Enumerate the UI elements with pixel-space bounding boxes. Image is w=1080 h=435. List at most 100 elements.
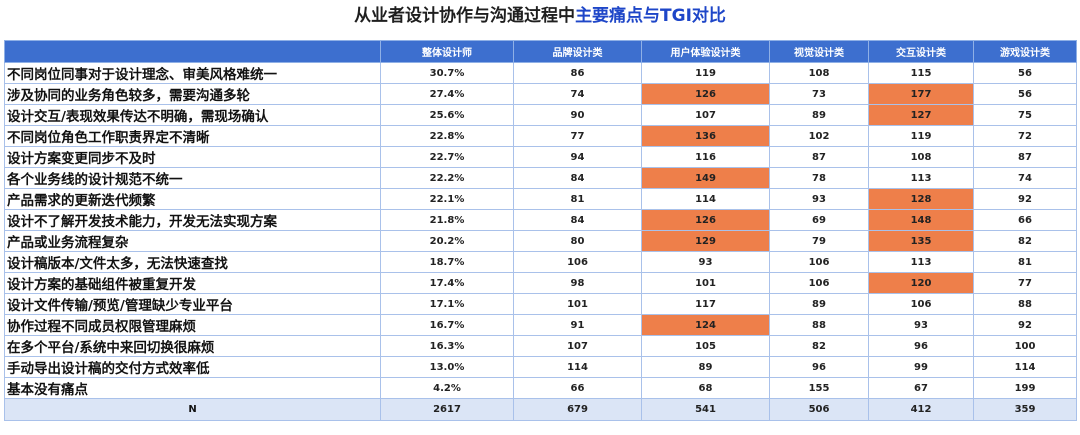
table-cell: 93 — [769, 188, 869, 210]
chart-title: 从业者设计协作与沟通过程中主要痛点与TGI对比 — [0, 0, 1080, 40]
table-cell: 120 — [868, 272, 974, 294]
table-cell: 4.2% — [380, 377, 514, 399]
total-cell: 679 — [513, 398, 642, 421]
table-cell: 82 — [973, 230, 1077, 252]
table-row: 设计方案变更同步不及时 22.7% 94 116 87 108 87 — [4, 146, 1077, 168]
row-label: 产品需求的更新迭代频繁 — [4, 188, 381, 210]
row-label: 基本没有痛点 — [4, 377, 381, 399]
total-cell: 412 — [868, 398, 974, 421]
table-cell: 81 — [513, 188, 642, 210]
table-cell: 96 — [769, 356, 869, 378]
title-highlight: 主要痛点与TGI对比 — [575, 6, 726, 26]
header-cell-interaction: 交互设计类 — [868, 40, 974, 63]
table-cell: 89 — [769, 293, 869, 315]
total-row: N 2617 679 541 506 412 359 — [4, 398, 1077, 421]
table-row: 各个业务线的设计规范不统一 22.2% 84 149 78 113 74 — [4, 167, 1077, 189]
table-cell: 113 — [868, 251, 974, 273]
table-cell: 84 — [513, 209, 642, 231]
table-cell: 18.7% — [380, 251, 514, 273]
row-label: 在多个平台/系统中来回切换很麻烦 — [4, 335, 381, 357]
row-label: 涉及协同的业务角色较多，需要沟通多轮 — [4, 83, 381, 105]
table-cell: 16.3% — [380, 335, 514, 357]
table-cell: 107 — [513, 335, 642, 357]
header-cell-brand: 品牌设计类 — [513, 40, 642, 63]
table-cell: 102 — [769, 125, 869, 147]
table-cell: 119 — [641, 62, 770, 84]
table-cell: 87 — [973, 146, 1077, 168]
table-row: 在多个平台/系统中来回切换很麻烦 16.3% 107 105 82 96 100 — [4, 335, 1077, 357]
table-cell: 92 — [973, 314, 1077, 336]
table-row: 不同岗位同事对于设计理念、审美风格难统一 30.7% 86 119 108 115 56 — [4, 62, 1077, 84]
table-cell: 94 — [513, 146, 642, 168]
table-cell: 107 — [641, 104, 770, 126]
table-cell: 89 — [769, 104, 869, 126]
table-row: 设计稿版本/文件太多，无法快速查找 18.7% 106 93 106 113 81 — [4, 251, 1077, 273]
tgi-table: 整体设计师 品牌设计类 用户体验设计类 视觉设计类 交互设计类 游戏设计类 不同… — [4, 40, 1077, 421]
row-label: 设计不了解开发技术能力，开发无法实现方案 — [4, 209, 381, 231]
total-label: N — [4, 398, 381, 421]
table-row: 产品或业务流程复杂 20.2% 80 129 79 135 82 — [4, 230, 1077, 252]
table-cell: 56 — [973, 62, 1077, 84]
table-cell: 66 — [513, 377, 642, 399]
table-cell: 116 — [641, 146, 770, 168]
table-cell: 22.1% — [380, 188, 514, 210]
table-cell: 114 — [973, 356, 1077, 378]
header-cell-label — [4, 40, 381, 63]
table-cell: 117 — [641, 293, 770, 315]
table-cell: 73 — [769, 83, 869, 105]
table-cell: 136 — [641, 125, 770, 147]
table-cell: 74 — [513, 83, 642, 105]
table-cell: 86 — [513, 62, 642, 84]
title-prefix: 从业者设计协作与沟通过程中 — [354, 6, 576, 26]
table-cell: 66 — [973, 209, 1077, 231]
table-cell: 67 — [868, 377, 974, 399]
table-cell: 17.1% — [380, 293, 514, 315]
row-label: 设计文件传输/预览/管理缺少专业平台 — [4, 293, 381, 315]
table-cell: 106 — [769, 251, 869, 273]
table-body: 不同岗位同事对于设计理念、审美风格难统一 30.7% 86 119 108 115 56 涉及… — [4, 62, 1077, 421]
table-cell: 22.7% — [380, 146, 514, 168]
table-cell: 124 — [641, 314, 770, 336]
row-label: 不同岗位角色工作职责界定不清晰 — [4, 125, 381, 147]
table-cell: 78 — [769, 167, 869, 189]
table-cell: 22.2% — [380, 167, 514, 189]
table-cell: 105 — [641, 335, 770, 357]
table-cell: 77 — [513, 125, 642, 147]
table-cell: 79 — [769, 230, 869, 252]
table-cell: 27.4% — [380, 83, 514, 105]
table-cell: 87 — [769, 146, 869, 168]
row-label: 设计稿版本/文件太多，无法快速查找 — [4, 251, 381, 273]
table-cell: 69 — [769, 209, 869, 231]
row-label: 设计方案变更同步不及时 — [4, 146, 381, 168]
table-cell: 114 — [513, 356, 642, 378]
table-cell: 21.8% — [380, 209, 514, 231]
table-cell: 68 — [641, 377, 770, 399]
table-cell: 149 — [641, 167, 770, 189]
table-cell: 128 — [868, 188, 974, 210]
total-cell: 506 — [769, 398, 869, 421]
table-cell: 127 — [868, 104, 974, 126]
table-row: 手动导出设计稿的交付方式效率低 13.0% 114 89 96 99 114 — [4, 356, 1077, 378]
table-cell: 84 — [513, 167, 642, 189]
table-cell: 155 — [769, 377, 869, 399]
table-cell: 106 — [868, 293, 974, 315]
table-row: 设计文件传输/预览/管理缺少专业平台 17.1% 101 117 89 106 88 — [4, 293, 1077, 315]
table-cell: 82 — [769, 335, 869, 357]
table-row: 设计方案的基础组件被重复开发 17.4% 98 101 106 120 77 — [4, 272, 1077, 294]
table-cell: 106 — [513, 251, 642, 273]
table-cell: 22.8% — [380, 125, 514, 147]
table-cell: 92 — [973, 188, 1077, 210]
table-cell: 20.2% — [380, 230, 514, 252]
table-cell: 199 — [973, 377, 1077, 399]
total-cell: 541 — [641, 398, 770, 421]
table-cell: 115 — [868, 62, 974, 84]
table-cell: 98 — [513, 272, 642, 294]
total-cell: 2617 — [380, 398, 514, 421]
row-label: 协作过程不同成员权限管理麻烦 — [4, 314, 381, 336]
table-row: 不同岗位角色工作职责界定不清晰 22.8% 77 136 102 119 72 — [4, 125, 1077, 147]
table-cell: 88 — [769, 314, 869, 336]
table-cell: 148 — [868, 209, 974, 231]
table-row: 设计交互/表现效果传达不明确，需现场确认 25.6% 90 107 89 127 75 — [4, 104, 1077, 126]
header-row: 整体设计师 品牌设计类 用户体验设计类 视觉设计类 交互设计类 游戏设计类 — [4, 40, 1077, 63]
table-row: 产品需求的更新迭代频繁 22.1% 81 114 93 128 92 — [4, 188, 1077, 210]
